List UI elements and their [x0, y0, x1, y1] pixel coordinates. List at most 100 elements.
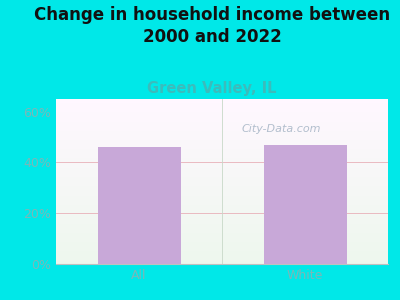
Bar [56, 249, 388, 250]
Bar [56, 196, 388, 197]
Bar [56, 237, 388, 238]
Bar [56, 101, 388, 102]
Bar [56, 204, 388, 205]
Bar [56, 150, 388, 151]
Bar [56, 181, 388, 182]
Bar [56, 171, 388, 172]
Bar [56, 144, 388, 145]
Bar [56, 156, 388, 157]
Bar [56, 118, 388, 119]
Bar [56, 219, 388, 220]
Bar [56, 230, 388, 231]
Bar [56, 159, 388, 160]
Bar [56, 155, 388, 156]
Bar [56, 141, 388, 142]
Bar [56, 170, 388, 171]
Bar [56, 229, 388, 230]
Bar [56, 172, 388, 173]
Bar [56, 209, 388, 210]
Bar [56, 100, 388, 101]
Bar [56, 201, 388, 202]
Bar [56, 236, 388, 237]
Bar [56, 258, 388, 259]
Bar [56, 145, 388, 146]
Bar [56, 189, 388, 190]
Bar [56, 146, 388, 147]
Bar [56, 214, 388, 215]
Bar [56, 136, 388, 137]
Bar [56, 152, 388, 153]
Bar [56, 123, 388, 124]
Bar [56, 179, 388, 180]
Bar [56, 263, 388, 264]
Bar [56, 162, 388, 163]
Bar [56, 246, 388, 247]
Bar [56, 140, 388, 141]
Bar [56, 113, 388, 114]
Bar [56, 203, 388, 204]
Bar [56, 114, 388, 115]
Bar [56, 138, 388, 139]
Bar [56, 154, 388, 155]
Bar [56, 240, 388, 241]
Bar [56, 124, 388, 125]
Bar [56, 115, 388, 116]
Bar [56, 216, 388, 217]
Bar [56, 165, 388, 166]
Bar [56, 116, 388, 117]
Bar [56, 239, 388, 240]
Bar [56, 238, 388, 239]
Bar [56, 158, 388, 159]
Bar [56, 222, 388, 223]
Bar [56, 108, 388, 109]
Bar [56, 206, 388, 207]
Bar [56, 168, 388, 169]
Bar [56, 211, 388, 212]
Bar [56, 173, 388, 174]
Bar [56, 177, 388, 178]
Bar [56, 242, 388, 243]
Bar [56, 104, 388, 105]
Bar [56, 191, 388, 192]
Bar [56, 194, 388, 195]
Bar [56, 184, 388, 185]
Bar [56, 128, 388, 129]
Bar [56, 255, 388, 256]
Bar [56, 161, 388, 162]
Bar [56, 260, 388, 261]
Bar [56, 193, 388, 194]
Bar [56, 254, 388, 255]
Text: Change in household income between
2000 and 2022: Change in household income between 2000 … [34, 6, 390, 46]
Bar [56, 250, 388, 251]
Bar [56, 224, 388, 225]
Bar [56, 234, 388, 235]
Bar [56, 192, 388, 193]
Bar [56, 111, 388, 112]
Bar [56, 248, 388, 249]
Bar [56, 153, 388, 154]
Bar [56, 244, 388, 245]
Bar [56, 188, 388, 189]
Bar [56, 261, 388, 262]
Bar [56, 232, 388, 233]
Bar [56, 183, 388, 184]
Bar [56, 220, 388, 221]
Bar [56, 107, 388, 108]
Bar [56, 130, 388, 131]
Bar [56, 245, 388, 246]
Bar [56, 200, 388, 201]
Bar [98, 147, 180, 264]
Bar [56, 126, 388, 127]
Bar [56, 213, 388, 214]
Bar [56, 121, 388, 122]
Bar [56, 125, 388, 126]
Bar [56, 186, 388, 187]
Bar [56, 180, 388, 181]
Text: City-Data.com: City-Data.com [242, 124, 322, 134]
Bar [56, 134, 388, 135]
Bar [56, 147, 388, 148]
Bar [56, 221, 388, 222]
Bar [56, 226, 388, 227]
Bar [56, 187, 388, 188]
Bar [56, 164, 388, 165]
